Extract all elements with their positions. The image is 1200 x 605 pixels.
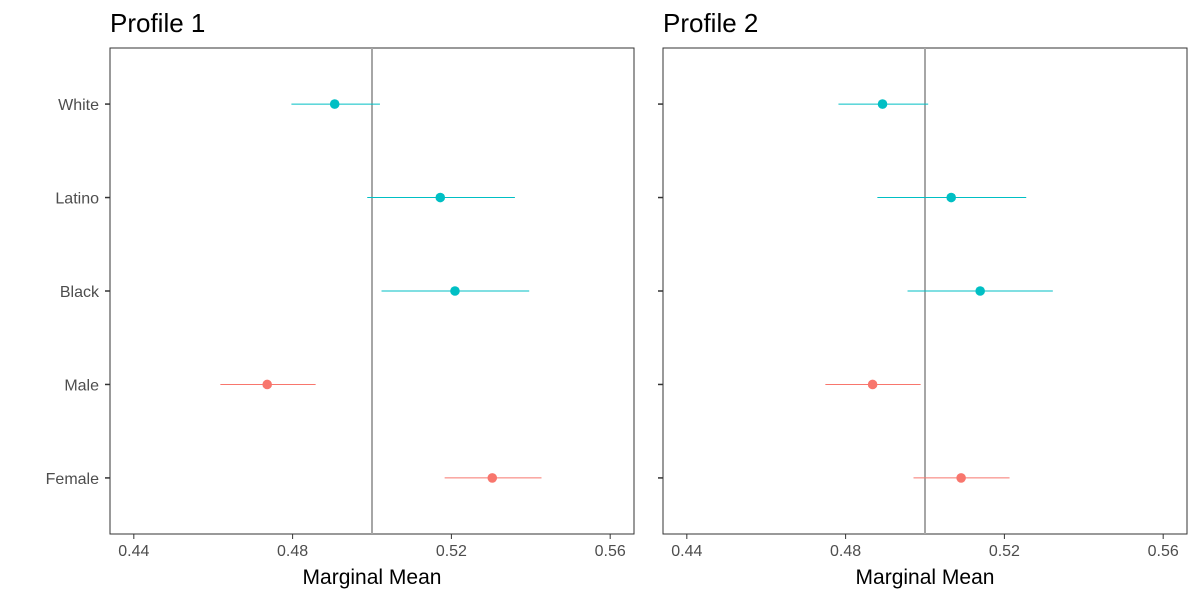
x-tick-label: 0.48 [830,543,861,560]
x-tick-label: 0.48 [277,543,308,560]
point-black [975,286,985,296]
point-female [487,473,498,483]
point-latino [946,192,956,203]
panel-2: Profile 2 0.44 0.48 0.52 0.56 Marginal Mean [658,8,1188,589]
point-male [867,379,878,390]
panel-1: Profile 1 0.44 0.48 0.52 0.56 Marginal Mean Wh… [46,8,635,589]
point-female [956,473,966,483]
x-tick-label: 0.44 [118,543,149,560]
x-tick-label: 0.44 [671,543,702,560]
y-tick-label: Male [64,377,99,394]
x-tick-label: 0.52 [989,543,1020,560]
x-axis-label: Marginal Mean [856,566,995,589]
point-male [262,379,273,390]
x-tick-label: 0.56 [595,543,626,560]
x-tick-label: 0.52 [436,543,467,560]
y-tick-label: Black [60,284,100,301]
y-tick-label: Female [46,471,99,488]
x-tick-label: 0.56 [1148,543,1179,560]
point-latino [435,192,446,203]
x-axis-label: Marginal Mean [303,566,442,589]
point-white [877,99,888,109]
y-tick-label: Latino [55,191,99,208]
point-white [329,99,340,109]
point-black [450,286,460,296]
panel-title: Profile 1 [110,8,205,38]
y-tick-label: White [58,97,99,114]
panel-title: Profile 2 [663,8,758,38]
